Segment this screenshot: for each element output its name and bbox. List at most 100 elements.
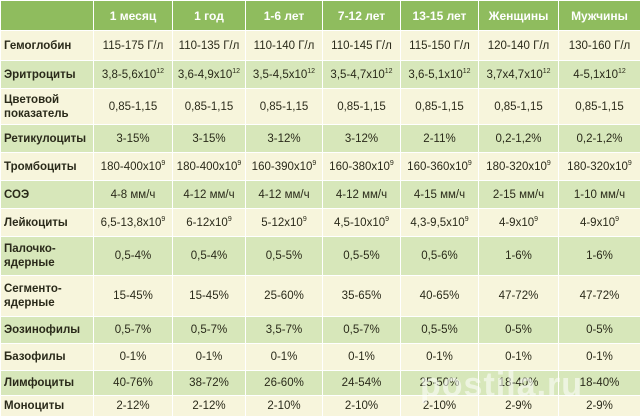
cell-text: 3,6-4,9x10 xyxy=(177,68,233,81)
cell-exponent: 9 xyxy=(227,216,232,224)
cell: 6-12x109 xyxy=(172,208,246,237)
cell: 0,5-5% xyxy=(322,236,401,276)
row-label: Палочко-ядерные xyxy=(0,236,94,276)
cell-text: 4-9x10 xyxy=(498,216,535,229)
cell: 160-380x109 xyxy=(322,152,401,181)
row-label: Лейкоциты xyxy=(0,208,94,237)
cell: 0,5-4% xyxy=(172,236,246,276)
cell-exponent: 12 xyxy=(617,68,626,76)
cell-exponent: 9 xyxy=(385,216,390,224)
cell: 1-6% xyxy=(478,236,559,276)
cell: 180-320x109 xyxy=(558,152,640,181)
cell-text: 6,5-13,8x10 xyxy=(100,216,162,229)
table-row: Цветовой показатель 0,85-1,15 0,85-1,15 0,8… xyxy=(0,88,640,125)
column-header: 1-6 лет xyxy=(245,0,323,31)
cell: 0,5-7% xyxy=(93,316,173,344)
column-header: 1 месяц xyxy=(93,0,173,31)
cell: 115-150 Г/л xyxy=(400,30,479,61)
cell-text: 180-320x10 xyxy=(567,160,628,173)
table-row: Базофилы 0-1% 0-1% 0-1% 0-1% 0-1% 0-1% 0-1% xyxy=(0,343,640,371)
cell: 110-140 Г/л xyxy=(245,30,323,61)
cell: 3-15% xyxy=(172,124,246,153)
cell-text: 180-320x10 xyxy=(486,160,547,173)
header-row: 1 месяц 1 год 1-6 лет 7-12 лет 13-15 лет Женщ… xyxy=(0,0,640,31)
row-label: Базофилы xyxy=(0,343,94,371)
cell: 15-45% xyxy=(172,275,246,317)
table-row: Эозинофилы 0,5-7% 0,5-7% 3,5-7% 0,5-7% 0,5-5%… xyxy=(0,316,640,344)
table-row: Палочко-ядерные 0,5-4% 0,5-4% 0,5-5% 0,5-5% 0… xyxy=(0,236,640,276)
cell: 25-50% xyxy=(400,370,479,396)
cell-text: 3,6-5,1x10 xyxy=(408,68,463,81)
cell: 6,5-13,8x109 xyxy=(93,208,173,237)
cell: 0,2-1,2% xyxy=(478,124,559,153)
cell-exponent: 12 xyxy=(542,68,551,76)
table-row: Сегменто-ядерные 15-45% 15-45% 25-60% 35-65%… xyxy=(0,275,640,317)
cell: 0,85-1,15 xyxy=(478,88,559,125)
cell-text: 160-360x10 xyxy=(407,160,468,173)
row-label: Цветовой показатель xyxy=(0,88,94,125)
cell: 0-1% xyxy=(322,343,401,371)
cell: 180-320x109 xyxy=(478,152,559,181)
cell: 26-60% xyxy=(245,370,323,396)
table-row: Эритроциты 3,8-5,6x1012 3,6-4,9x1012 3,5-4,… xyxy=(0,60,640,89)
cell-exponent: 12 xyxy=(232,68,241,76)
cell: 25-60% xyxy=(245,275,323,317)
cell-exponent: 9 xyxy=(467,160,472,168)
cell: 0,85-1,15 xyxy=(400,88,479,125)
cell: 4-5,1x1012 xyxy=(558,60,640,89)
table-row: Ретикулоциты 3-15% 3-15% 3-12% 3-12% 2-11% 0,2… xyxy=(0,124,640,153)
row-label: Сегменто-ядерные xyxy=(0,275,94,317)
cell: 2-12% xyxy=(172,395,246,416)
table-row: СОЭ 4-8 мм/ч 4-12 мм/ч 4-12 мм/ч 4-12 мм/ч 4-… xyxy=(0,180,640,209)
cell-exponent: 9 xyxy=(312,160,317,168)
cell: 3,6-5,1x1012 xyxy=(400,60,479,89)
cell: 18-40% xyxy=(478,370,559,396)
cell-exponent: 12 xyxy=(384,68,393,76)
cell: 4-12 мм/ч xyxy=(322,180,401,209)
cell: 4-15 мм/ч xyxy=(400,180,479,209)
cell: 15-45% xyxy=(93,275,173,317)
cell-text: 3,7x4,7x10 xyxy=(486,68,543,81)
cell: 3,5-4,7x1012 xyxy=(322,60,401,89)
column-header: Женщины xyxy=(478,0,559,31)
cell: 120-140 Г/л xyxy=(478,30,559,61)
cell: 0,85-1,15 xyxy=(172,88,246,125)
cell: 0-5% xyxy=(478,316,559,344)
cell: 0,85-1,15 xyxy=(245,88,323,125)
cell: 3-15% xyxy=(93,124,173,153)
cell: 5-12x109 xyxy=(245,208,323,237)
cell: 4,3-9,5x109 xyxy=(400,208,479,237)
cell: 2-9% xyxy=(558,395,640,416)
column-header: 7-12 лет xyxy=(322,0,401,31)
cell-text: 4-5,1x10 xyxy=(573,68,618,81)
cell: 35-65% xyxy=(322,275,401,317)
table-row: Моноциты 2-12% 2-12% 2-10% 2-10% 2-10% 2-9% 2-9… xyxy=(0,395,640,416)
cell: 2-9% xyxy=(478,395,559,416)
cell-text: 4-9x10 xyxy=(579,216,616,229)
cell: 4-12 мм/ч xyxy=(172,180,246,209)
cell-text: 3,5-4,7x10 xyxy=(330,68,385,81)
cell-text: 5-12x10 xyxy=(261,216,303,229)
cell: 3-12% xyxy=(245,124,323,153)
cell: 4,5-10x109 xyxy=(322,208,401,237)
cell: 0,85-1,15 xyxy=(558,88,640,125)
cell: 0-1% xyxy=(558,343,640,371)
cell-text: 4,3-9,5x10 xyxy=(410,216,465,229)
cell: 0,5-5% xyxy=(245,236,323,276)
row-label: Эозинофилы xyxy=(0,316,94,344)
cell-exponent: 9 xyxy=(302,216,307,224)
cell-text: 3,5-4,5x10 xyxy=(252,68,308,81)
cell-text: 180-400x10 xyxy=(176,160,238,173)
table-row: Лимфоциты 40-76% 38-72% 26-60% 24-54% 25-50% 1… xyxy=(0,370,640,396)
table-row: Тромбоциты 180-400x109 180-400x109 160-390x… xyxy=(0,152,640,181)
cell-text: 6-12x10 xyxy=(186,216,228,229)
table-row: Лейкоциты 6,5-13,8x109 6-12x109 5-12x109 4,5… xyxy=(0,208,640,237)
cell-text: 160-390x10 xyxy=(251,160,313,173)
cell: 1-10 мм/ч xyxy=(558,180,640,209)
row-label: Тромбоциты xyxy=(0,152,94,181)
row-label: Лимфоциты xyxy=(0,370,94,396)
cell: 180-400x109 xyxy=(172,152,246,181)
cell: 4-9x109 xyxy=(478,208,559,237)
column-header: 1 год xyxy=(172,0,246,31)
